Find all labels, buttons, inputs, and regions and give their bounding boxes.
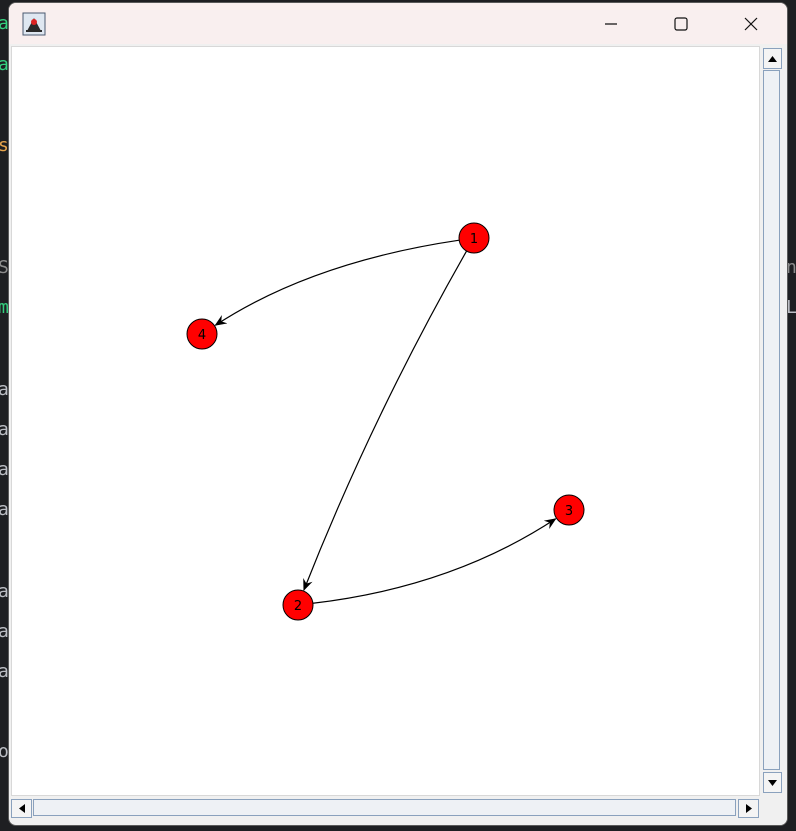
scroll-down-button[interactable] (763, 772, 782, 793)
background-char: L (786, 297, 796, 318)
node-circle[interactable] (186, 318, 218, 350)
scroll-right-button[interactable] (738, 799, 759, 818)
node-label: 3 (565, 504, 573, 519)
title-bar[interactable] (9, 3, 787, 44)
node-label: 1 (470, 232, 478, 247)
node-circle[interactable] (553, 494, 585, 526)
maximize-button[interactable] (646, 3, 716, 44)
graph-node-4[interactable]: 4 (186, 318, 218, 350)
close-icon (744, 17, 758, 30)
edge-1-4 (214, 239, 460, 326)
background-char: a (0, 661, 9, 682)
scroll-left-arrow-icon (18, 804, 25, 813)
scroll-right-arrow-icon (745, 804, 752, 813)
scrollbar-corner (761, 797, 787, 825)
minimize-icon (605, 22, 617, 25)
close-button[interactable] (716, 3, 786, 44)
background-char: a (0, 13, 9, 34)
background-char: a (0, 419, 9, 440)
background-char: a (0, 499, 9, 520)
background-char: m (0, 297, 9, 318)
background-char: s (0, 135, 9, 156)
background-char: a (0, 379, 9, 400)
graph-canvas[interactable]: 1 2 3 4 (11, 46, 760, 796)
background-char: n (786, 257, 796, 278)
vertical-scrollbar[interactable] (761, 46, 783, 796)
edge-2-3 (312, 518, 557, 604)
node-label: 4 (198, 328, 206, 343)
graph-node-2[interactable]: 2 (282, 589, 314, 621)
node-circle[interactable] (282, 589, 314, 621)
horizontal-scroll-track[interactable] (33, 799, 736, 816)
scroll-up-arrow-icon (768, 55, 777, 62)
scroll-down-arrow-icon (768, 779, 777, 786)
background-char: a (0, 54, 9, 75)
edge-1-2 (303, 250, 468, 592)
maximize-icon (674, 16, 688, 31)
node-circle[interactable] (458, 222, 490, 254)
graph-drawing: 1 2 3 4 (186, 222, 585, 621)
background-char: S (0, 257, 9, 278)
scroll-left-button[interactable] (11, 799, 32, 818)
background-char: o (0, 741, 9, 762)
vertical-scroll-track[interactable] (763, 70, 780, 770)
minimize-button[interactable] (576, 3, 646, 44)
background-char: a (0, 459, 9, 480)
background-char: a (0, 621, 9, 642)
graph-node-3[interactable]: 3 (553, 494, 585, 526)
graph-window: 1 2 3 4 (8, 2, 788, 826)
java-duke-icon (22, 12, 46, 36)
graph-node-1[interactable]: 1 (458, 222, 490, 254)
scroll-up-button[interactable] (763, 48, 782, 69)
horizontal-scrollbar[interactable] (9, 797, 761, 819)
background-char: a (0, 581, 9, 602)
node-label: 2 (294, 599, 302, 614)
